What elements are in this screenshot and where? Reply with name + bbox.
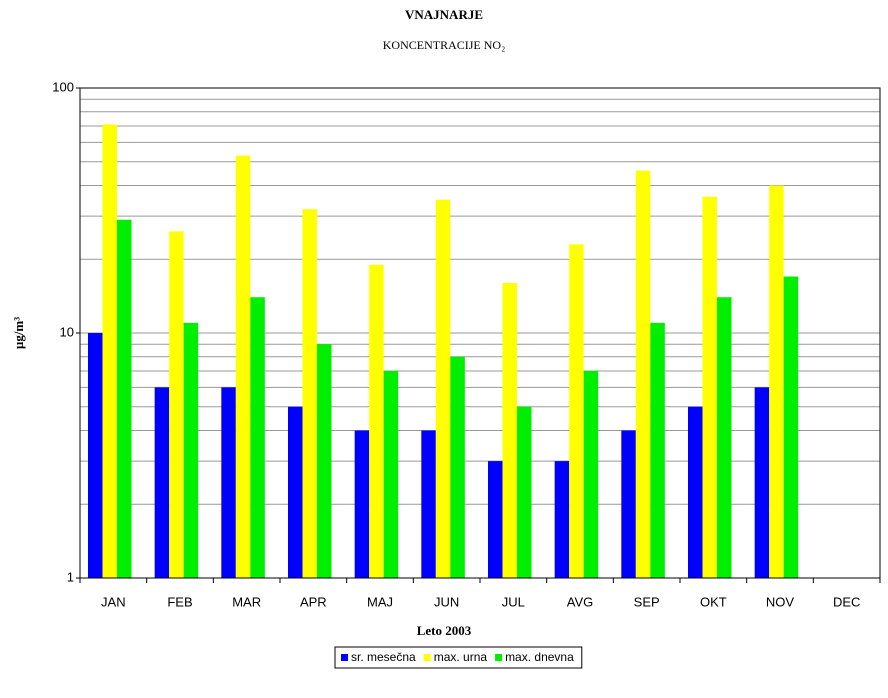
legend-label: max. dnevna <box>505 650 574 664</box>
bar <box>302 209 317 578</box>
bar <box>421 430 436 578</box>
x-tick-label: MAJ <box>367 594 393 609</box>
plot-frame <box>79 87 881 579</box>
bar <box>450 356 465 578</box>
legend-box <box>334 646 583 669</box>
x-tick-label: FEB <box>167 594 192 609</box>
x-tick-label: JUN <box>434 594 459 609</box>
bar <box>369 264 384 578</box>
bar <box>317 344 332 578</box>
x-tick-label: DEC <box>833 594 860 609</box>
bar <box>569 244 584 578</box>
bar <box>769 185 784 578</box>
x-tick-label: APR <box>300 594 327 609</box>
bar <box>621 430 636 578</box>
legend: sr. mesečna max. urna max. dnevna <box>334 646 583 669</box>
y-tick-label: 10 <box>60 324 74 339</box>
bar <box>117 219 132 578</box>
chart-subtitle: KONCENTRACIJE NO₂ <box>383 38 506 52</box>
bar <box>250 297 265 578</box>
bar <box>288 406 303 578</box>
y-axis-label: µg/m³ <box>11 317 26 349</box>
bar <box>435 199 451 579</box>
chart-title: VNAJNARJE <box>405 7 483 22</box>
bar <box>754 387 770 578</box>
bar <box>154 387 170 578</box>
bar <box>221 387 236 578</box>
legend-swatch <box>423 654 431 661</box>
legend-label: sr. mesečna <box>351 650 416 664</box>
bar <box>88 333 103 578</box>
x-tick-label: MAR <box>232 594 261 609</box>
legend-swatch <box>341 654 348 661</box>
x-tick-label: OKT <box>700 594 727 609</box>
bar <box>183 322 199 578</box>
x-tick-label: JUL <box>502 594 525 609</box>
bar <box>702 196 717 579</box>
x-tick-label: SEP <box>634 594 660 609</box>
x-axis-label: Leto 2003 <box>417 623 472 638</box>
legend-swatch <box>495 654 503 661</box>
x-tick-label: JAN <box>101 594 126 609</box>
bar <box>502 282 517 578</box>
bar <box>102 124 117 578</box>
bar <box>169 231 184 578</box>
bar <box>517 406 532 578</box>
bar <box>488 461 503 578</box>
bar <box>354 430 370 578</box>
bar <box>635 170 651 578</box>
bar <box>717 297 732 578</box>
bar <box>383 370 399 578</box>
bar <box>554 461 570 578</box>
legend-label: max. urna <box>434 650 488 664</box>
bar <box>235 155 251 578</box>
bar <box>783 276 799 578</box>
bar <box>688 406 703 578</box>
bar <box>583 370 599 578</box>
y-tick-label: 100 <box>52 79 74 94</box>
bar <box>650 322 665 578</box>
y-tick-label: 1 <box>67 569 74 584</box>
x-tick-label: AVG <box>567 594 594 609</box>
x-tick-label: NOV <box>766 594 795 609</box>
